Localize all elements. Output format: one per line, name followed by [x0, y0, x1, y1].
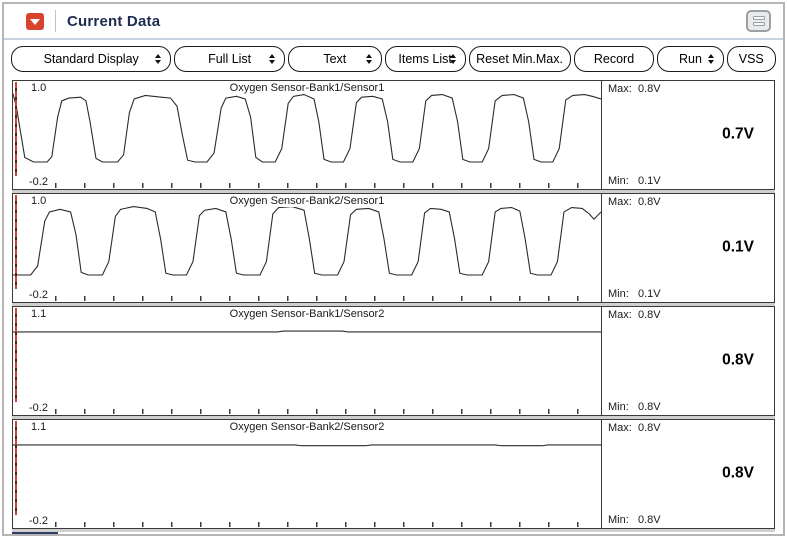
updown-arrows-icon: [365, 53, 372, 64]
run-select[interactable]: Run: [657, 45, 724, 72]
view-format-select[interactable]: Text: [287, 45, 382, 72]
vss-label: VSS: [738, 51, 764, 66]
y-min-scale-label: -0.2: [27, 402, 50, 414]
time-cursor-line[interactable]: [15, 195, 17, 289]
title-bar: Current Data: [4, 4, 783, 40]
value-panel: Max: 0.8V 0.8V Min: 0.8V: [602, 420, 774, 528]
current-value: 0.8V: [722, 351, 754, 369]
waveform: [13, 206, 601, 276]
page-title: Current Data: [67, 12, 161, 30]
x-axis-ticks: [55, 183, 599, 188]
time-cursor-line[interactable]: [15, 421, 17, 515]
chart-row-bank1-sensor2: 1.1 Oxygen Sensor-Bank1/Sensor2 -0.2 Max…: [12, 306, 775, 416]
display-mode-select[interactable]: Standard Display: [11, 45, 172, 72]
waveform: [13, 444, 601, 447]
updown-arrows-icon: [707, 53, 714, 64]
max-readout: Max: 0.8V: [608, 309, 661, 321]
horizontal-scrollbar-thumb[interactable]: [12, 532, 58, 534]
items-list-label: Items List: [398, 51, 452, 66]
reset-minmax-label: Reset Min.Max.: [476, 51, 563, 66]
current-value: 0.7V: [722, 125, 754, 143]
waveform: [13, 330, 601, 333]
y-max-scale-label: 1.0: [29, 82, 49, 94]
y-min-scale-label: -0.2: [27, 176, 50, 188]
current-value: 0.8V: [722, 464, 754, 482]
value-panel: Max: 0.8V 0.1V Min: 0.1V: [602, 194, 774, 302]
printer-bar-bottom: [752, 22, 765, 26]
chart-area: 1.0 Oxygen Sensor-Bank1/Sensor1 -0.2 Max…: [4, 77, 783, 534]
y-max-scale-label: 1.0: [29, 195, 49, 207]
x-axis-ticks: [55, 409, 599, 414]
x-axis-ticks: [55, 296, 599, 301]
record-button[interactable]: Record: [573, 45, 655, 72]
time-cursor-line[interactable]: [15, 308, 17, 402]
time-cursor-line[interactable]: [15, 82, 17, 176]
waveform: [13, 93, 601, 163]
list-scope-label: Full List: [208, 51, 252, 66]
plot-area: 1.0 Oxygen Sensor-Bank2/Sensor1 -0.2: [13, 194, 602, 302]
display-mode-label: Standard Display: [43, 51, 139, 66]
plot-area: 1.1 Oxygen Sensor-Bank2/Sensor2 -0.2: [13, 420, 602, 528]
updown-arrows-icon: [155, 53, 162, 64]
run-label: Run: [679, 51, 702, 66]
plot-area: 1.0 Oxygen Sensor-Bank1/Sensor1 -0.2: [13, 81, 602, 189]
printer-icon[interactable]: [746, 10, 771, 32]
y-min-scale-label: -0.2: [27, 515, 50, 527]
current-value: 0.1V: [722, 238, 754, 256]
max-readout: Max: 0.8V: [608, 196, 661, 208]
items-list-select[interactable]: Items List: [384, 45, 466, 72]
max-readout: Max: 0.8V: [608, 422, 661, 434]
y-max-scale-label: 1.1: [29, 421, 49, 433]
min-readout: Min: 0.1V: [608, 288, 661, 300]
max-readout: Max: 0.8V: [608, 83, 661, 95]
x-axis-ticks: [55, 522, 599, 527]
min-readout: Min: 0.8V: [608, 401, 661, 413]
caret-down-glyph: [30, 18, 40, 25]
chart-row-bank2-sensor2: 1.1 Oxygen Sensor-Bank2/Sensor2 -0.2 Max…: [12, 419, 775, 529]
vss-button[interactable]: VSS: [726, 45, 776, 72]
min-readout: Min: 0.8V: [608, 514, 661, 526]
plot-area: 1.1 Oxygen Sensor-Bank1/Sensor2 -0.2: [13, 307, 602, 415]
view-format-label: Text: [323, 51, 347, 66]
updown-arrows-icon: [268, 53, 275, 64]
chart-row-bank1-sensor1: 1.0 Oxygen Sensor-Bank1/Sensor1 -0.2 Max…: [12, 80, 775, 190]
reset-minmax-button[interactable]: Reset Min.Max.: [468, 45, 571, 72]
value-panel: Max: 0.8V 0.7V Min: 0.1V: [602, 81, 774, 189]
chart-row-bank2-sensor1: 1.0 Oxygen Sensor-Bank2/Sensor1 -0.2 Max…: [12, 193, 775, 303]
record-label: Record: [593, 51, 635, 66]
y-min-scale-label: -0.2: [27, 289, 50, 301]
updown-arrows-icon: [449, 53, 456, 64]
caret-down-icon[interactable]: [26, 12, 44, 30]
printer-bar-top: [752, 16, 765, 20]
toolbar: Standard Display Full List Text Items Li…: [4, 40, 783, 77]
min-readout: Min: 0.1V: [608, 175, 661, 187]
y-max-scale-label: 1.1: [29, 308, 49, 320]
list-scope-select[interactable]: Full List: [174, 45, 285, 72]
value-panel: Max: 0.8V 0.8V Min: 0.8V: [602, 307, 774, 415]
title-separator: [55, 10, 56, 32]
